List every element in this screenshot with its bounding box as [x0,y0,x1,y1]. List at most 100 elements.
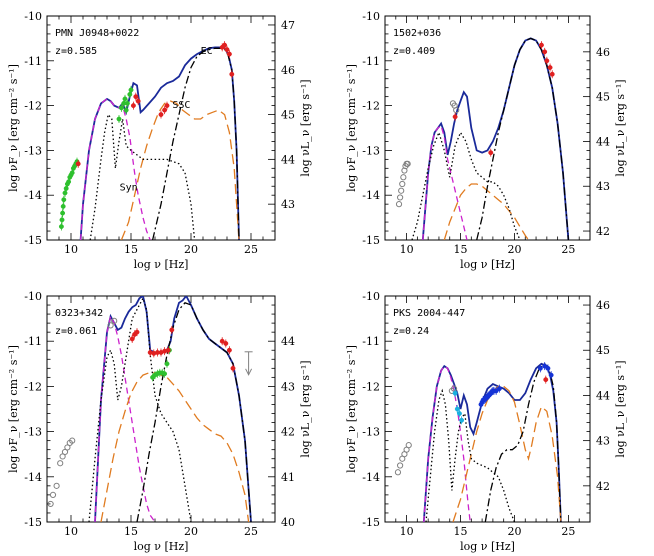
y2-tick-label: 44 [281,153,295,166]
data-point [164,361,170,367]
y-tick-label: -13 [24,144,42,157]
y2-tick-label: 46 [596,46,610,59]
plot-frame [46,15,276,241]
series-line-ec [136,302,252,522]
data-point [116,116,122,122]
data-point [542,49,548,55]
plot-area [394,362,562,522]
y-tick-label: -10 [24,10,42,23]
y2-tick-label: 42 [596,480,610,493]
y2-tick-label: 44 [596,135,610,148]
data-point [549,71,555,77]
source-name: PKS 2004-447 [393,308,465,319]
data-point [222,42,228,48]
data-point [452,114,458,120]
y-tick-label: -12 [24,100,42,113]
data-point [53,482,60,489]
series-line-synchrotron [79,98,151,240]
data-point [61,197,67,203]
data-point [75,161,81,167]
data-point [122,96,128,102]
data-point [224,47,230,53]
y2-axis-label: log νL_ν [erg s⁻¹] [614,79,627,176]
data-point [47,500,54,508]
x-tick-label: 10 [400,525,414,538]
y-tick-label: -13 [24,426,42,439]
series-line-ssc [443,183,530,240]
redshift-label: z=0.409 [393,46,435,57]
y2-tick-label: 44 [281,335,295,348]
y-tick-label: -15 [362,516,380,529]
x-tick-label: 15 [454,525,468,538]
x-axis-label: log ν [Hz] [460,540,515,553]
y-tick-label: -15 [24,234,42,247]
data-point [57,460,64,467]
plot-area [58,41,240,240]
y2-tick-label: 45 [596,344,610,357]
data-point [545,365,551,371]
data-point [543,377,549,383]
data-point [129,336,135,342]
data-point [537,365,543,371]
redshift-label: z=0.24 [393,326,429,337]
y2-tick-label: 40 [281,516,295,529]
data-point [133,94,139,100]
data-point [162,371,168,377]
data-point [226,347,232,353]
data-point [165,347,171,353]
series-line-total [79,46,240,240]
y2-tick-label: 45 [596,91,610,104]
y-axis-label: log νF_ν [erg cm⁻² s⁻¹] [7,64,20,192]
data-point [452,390,458,396]
sed-panel-1: 10 15 20 25 -15 -14 -13 -12 -11 -10 42 43 44 45 46 log … [345,10,627,271]
data-point [395,201,403,208]
plot-area [47,296,253,522]
data-point [397,462,404,469]
x-axis-label: log ν [Hz] [134,258,189,271]
x-tick-label: 20 [184,243,198,256]
y2-tick-label: 42 [281,426,295,439]
x-tick-label: 20 [184,525,198,538]
y2-tick-label: 45 [281,109,295,122]
y-tick-label: -13 [362,426,380,439]
series-line-ec [476,37,570,240]
data-point [456,411,462,416]
data-point [544,58,550,64]
data-point [124,100,130,106]
y-tick-label: -10 [362,10,380,23]
y2-axis-label: log νL_ν [erg s⁻¹] [299,360,312,457]
source-name: PMN J0948+0022 [55,28,139,39]
y-tick-label: -14 [24,471,42,484]
x-tick-label: 15 [124,243,138,256]
data-point [158,112,164,118]
series-line-ssc [120,100,240,240]
y2-tick-label: 43 [596,435,610,448]
y-tick-label: -14 [362,189,380,202]
data-point [397,194,404,201]
x-tick-label: 25 [244,525,258,538]
series-line-ssc [100,372,250,522]
component-label: SSC [172,100,190,111]
y-tick-label: -14 [362,471,380,484]
x-axis-label: log ν [Hz] [134,540,189,553]
series-line-ec [151,47,240,240]
data-point [135,98,141,104]
x-tick-label: 20 [507,243,521,256]
series-line-disc [88,296,192,522]
source-name: 1502+036 [393,28,441,39]
y-tick-label: -10 [24,290,42,303]
x-tick-label: 15 [454,243,468,256]
x-tick-label: 10 [64,243,78,256]
y2-tick-label: 46 [596,299,610,312]
series-line-ssc [452,385,562,522]
data-point [123,107,129,113]
y-tick-label: -11 [24,55,42,68]
data-point [169,327,175,333]
data-point [60,203,66,209]
y-axis-label: log νF_ν [erg cm⁻² s⁻¹] [345,345,358,473]
data-point [404,160,411,167]
data-point [400,174,407,181]
plot-frame [46,295,276,523]
y-tick-label: -10 [362,290,380,303]
data-point [496,386,502,392]
